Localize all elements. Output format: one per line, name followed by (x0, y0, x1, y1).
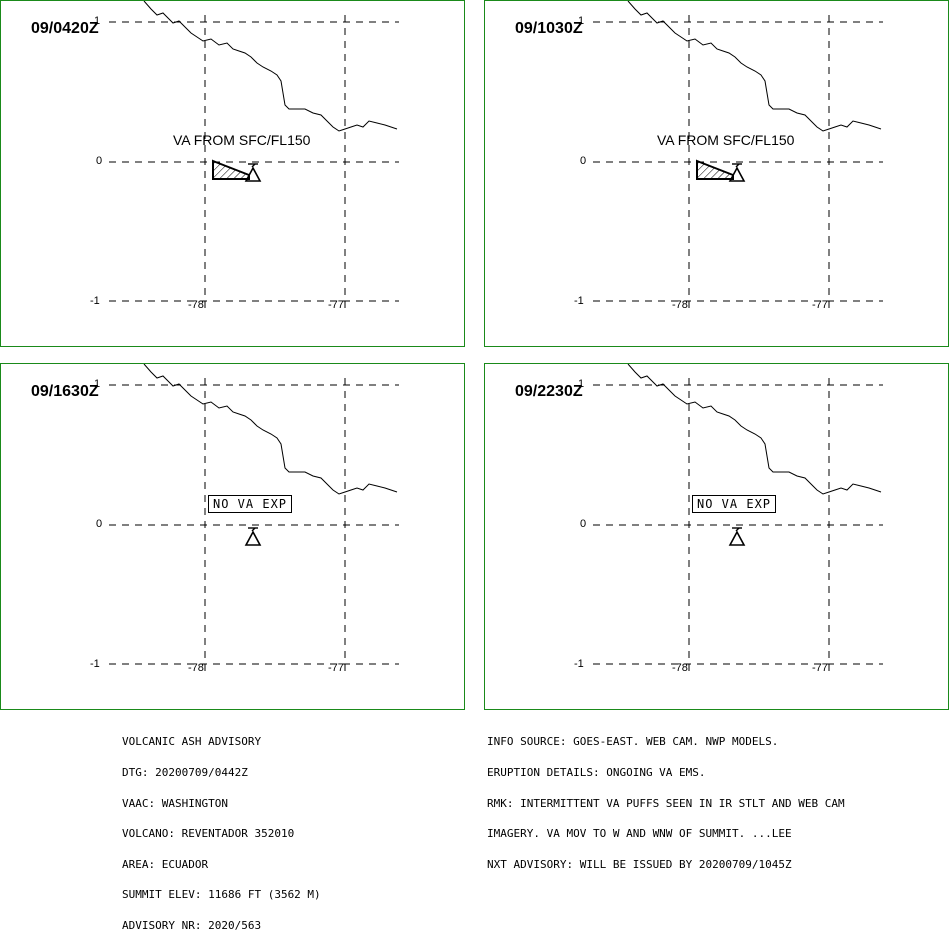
advisory-line: AREA: ECUADOR (122, 857, 209, 871)
advisory-line: ERUPTION DETAILS: ONGOING VA EMS. (487, 766, 706, 780)
panel-1630: 09/1630Z NO VA EXP 1 0 -1 -78 -77 (0, 363, 465, 710)
no-ash-box: NO VA EXP (692, 495, 777, 513)
advisory-line: ADVISORY NR: 2020/563 (122, 919, 262, 933)
lat-label-1: 1 (94, 15, 101, 27)
lat-label-1: 1 (578, 378, 585, 390)
valid-time: 09/1030Z (515, 20, 583, 37)
volcano-cone (728, 166, 746, 182)
lon-label-minus78: -78 (188, 299, 204, 311)
volcano-plume (251, 163, 256, 168)
volcano-icon (244, 163, 262, 182)
volcano-icon (728, 163, 746, 182)
ash-cloud-polygon (212, 159, 250, 180)
advisory-line: DTG: 20200709/0442Z (122, 766, 248, 780)
lon-label-minus77: -77 (812, 299, 828, 311)
lon-label-minus77: -77 (328, 662, 344, 674)
map-2230 (593, 364, 883, 674)
advisory-line: SUMMIT ELEV: 11686 FT (3562 M) (122, 888, 321, 902)
volcano-cone (244, 530, 262, 546)
lon-label-minus77: -77 (328, 299, 344, 311)
lat-label-0: 0 (580, 155, 587, 167)
advisory-text-right: INFO SOURCE: GOES-EAST. WEB CAM. NWP MOD… (487, 717, 845, 880)
volcano-cone (244, 166, 262, 182)
graticule (593, 378, 883, 674)
panel-0420: 09/0420Z VA FROM SFC/FL150 1 0 -1 -78 -7… (0, 0, 465, 347)
lon-label-minus78: -78 (672, 299, 688, 311)
coastline-line (627, 1, 882, 132)
panel-2230: 09/2230Z NO VA EXP 1 0 -1 -78 -77 (484, 363, 949, 710)
volcano-icon (244, 527, 262, 546)
lat-label-minus1: -1 (574, 658, 584, 670)
ash-cloud-shape (212, 159, 250, 180)
lat-label-1: 1 (578, 15, 585, 27)
lat-label-1: 1 (94, 378, 101, 390)
graticule (109, 15, 399, 311)
valid-time: 09/2230Z (515, 383, 583, 400)
graticule (593, 15, 883, 311)
ash-level-label: VA FROM SFC/FL150 (657, 132, 795, 148)
lat-label-0: 0 (580, 518, 587, 530)
graticule (109, 378, 399, 674)
map-1030 (593, 1, 883, 311)
lat-label-minus1: -1 (574, 295, 584, 307)
volcano-plume (735, 163, 740, 168)
valid-time: 09/0420Z (31, 20, 99, 37)
advisory-line: RMK: INTERMITTENT VA PUFFS SEEN IN IR ST… (487, 796, 845, 810)
advisory-line: VOLCANO: REVENTADOR 352010 (122, 827, 295, 841)
coastline-line (143, 1, 398, 132)
volcano-plume (251, 527, 256, 532)
ash-cloud-polygon (696, 159, 734, 180)
ash-cloud-shape (696, 159, 734, 180)
ash-level-label: VA FROM SFC/FL150 (173, 132, 311, 148)
lon-label-minus78: -78 (672, 662, 688, 674)
advisory-line: VAAC: WASHINGTON (122, 796, 228, 810)
lon-label-minus77: -77 (812, 662, 828, 674)
coastline-line (627, 364, 882, 495)
volcano-icon (728, 527, 746, 546)
coastline-line (143, 364, 398, 495)
lat-label-minus1: -1 (90, 295, 100, 307)
panel-1030: 09/1030Z VA FROM SFC/FL150 1 0 -1 -78 -7… (484, 0, 949, 347)
lon-label-minus78: -78 (188, 662, 204, 674)
advisory-line: NXT ADVISORY: WILL BE ISSUED BY 20200709… (487, 857, 792, 871)
volcano-cone (728, 530, 746, 546)
advisory-text-left: VOLCANIC ASH ADVISORY DTG: 20200709/0442… (122, 717, 321, 941)
advisory-line: IMAGERY. VA MOV TO W AND WNW OF SUMMIT. … (487, 827, 792, 841)
advisory-line: INFO SOURCE: GOES-EAST. WEB CAM. NWP MOD… (487, 735, 779, 749)
advisory-line: VOLCANIC ASH ADVISORY (122, 735, 262, 749)
map-1630 (109, 364, 399, 674)
valid-time: 09/1630Z (31, 383, 99, 400)
lat-label-0: 0 (96, 518, 103, 530)
no-ash-box: NO VA EXP (208, 495, 293, 513)
map-0420 (109, 1, 399, 311)
volcano-plume (735, 527, 740, 532)
lat-label-minus1: -1 (90, 658, 100, 670)
lat-label-0: 0 (96, 155, 103, 167)
